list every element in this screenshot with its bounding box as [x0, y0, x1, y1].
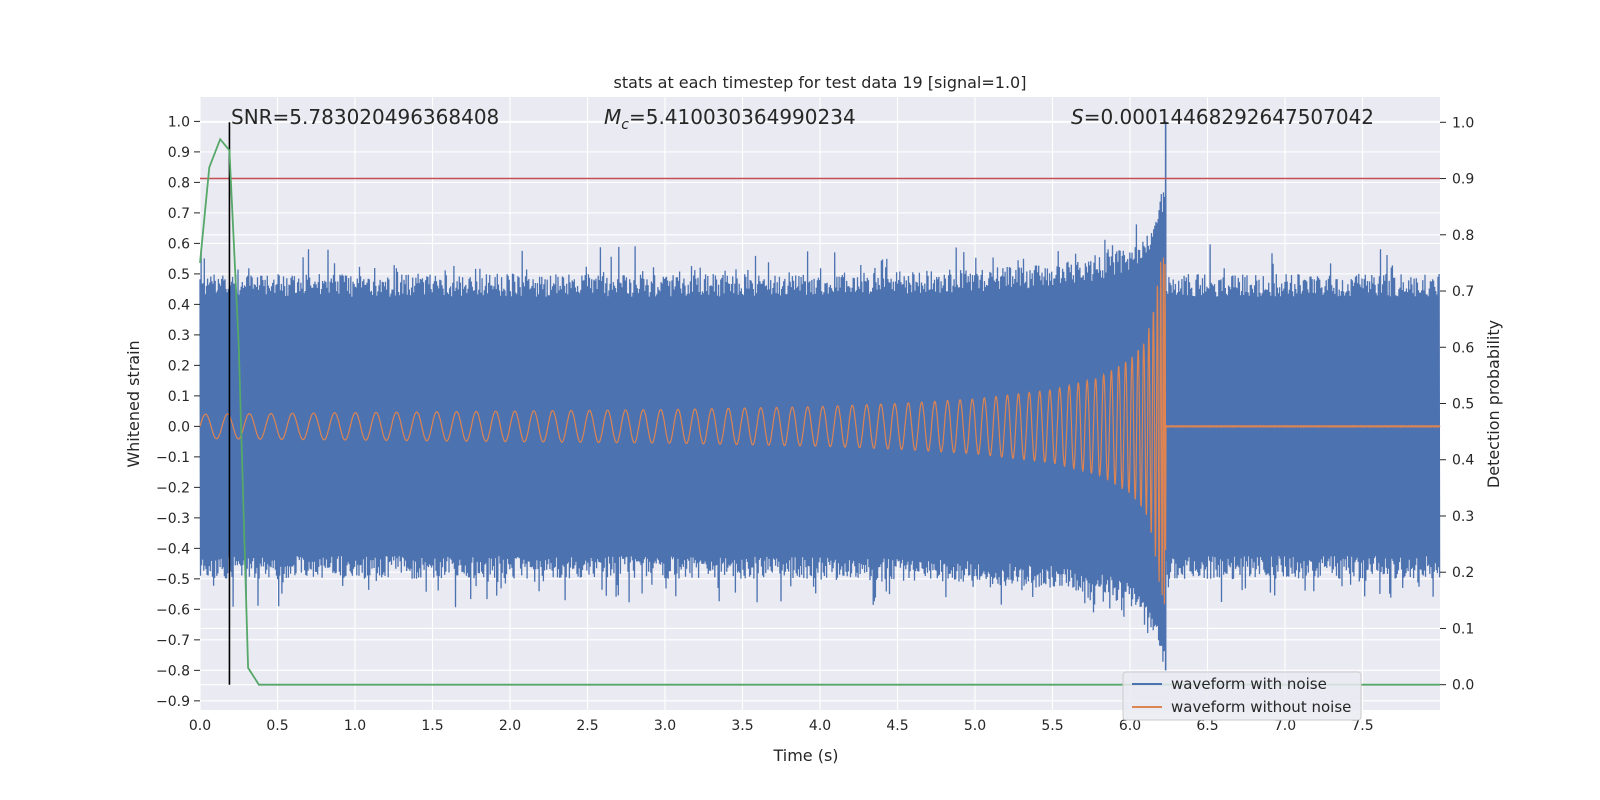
y-tick-label: 0.8 — [168, 175, 190, 191]
s-annotation: S=0.00014468292647507042 — [1071, 105, 1374, 129]
y-tick-label: −0.3 — [156, 511, 190, 527]
s-value: =0.00014468292647507042 — [1084, 105, 1374, 129]
x-tick-label: 1.5 — [421, 718, 443, 734]
y-tick-label: 0.4 — [168, 297, 190, 313]
x-tick-label: 7.5 — [1351, 718, 1373, 734]
y-tick-label: 0.7 — [168, 206, 190, 222]
x-tick-label: 0.0 — [189, 718, 211, 734]
y2-tick-label: 0.7 — [1452, 284, 1474, 300]
x-tick-label: 3.5 — [731, 718, 753, 734]
y2-tick-label: 0.2 — [1452, 565, 1474, 581]
y-tick-label: 0.5 — [168, 267, 190, 283]
series-detection-probability — [199, 137, 1440, 686]
legend-label-waveform-with-noise: waveform with noise — [1171, 675, 1327, 693]
snr-annotation: SNR=5.783020496368408 — [231, 105, 499, 129]
mc-subscript: c — [621, 117, 629, 133]
x-tick-label: 0.5 — [266, 718, 288, 734]
mc-value: =5.410030364990234 — [629, 105, 856, 129]
y-tick-label: −0.2 — [156, 480, 190, 496]
x-tick-label: 5.5 — [1041, 718, 1063, 734]
y-tick-label: 0.0 — [168, 419, 190, 435]
y-tick-label: 0.3 — [168, 328, 190, 344]
y-tick-label: 0.9 — [168, 145, 190, 161]
mc-annotation: Mc=5.410030364990234 — [604, 105, 856, 133]
x-tick-label: 7.0 — [1274, 718, 1296, 734]
y-tick-label: −0.8 — [156, 663, 190, 679]
x-tick-label: 6.5 — [1196, 718, 1218, 734]
legend-box — [1122, 671, 1362, 721]
legend: waveform with noise waveform without noi… — [1122, 671, 1362, 721]
y2-tick-label: 0.4 — [1452, 453, 1474, 469]
y-tick-label: −0.7 — [156, 633, 190, 649]
x-tick-label: 4.5 — [886, 718, 908, 734]
x-axis-label: Time (s) — [772, 746, 838, 765]
y-tick-label: −0.6 — [156, 602, 190, 618]
y-tick-label: 0.1 — [168, 389, 190, 405]
mc-symbol: M — [604, 105, 621, 129]
legend-label-waveform-without-noise: waveform without noise — [1171, 698, 1351, 716]
x-tick-label: 1.0 — [344, 718, 366, 734]
x-tick-label: 4.0 — [809, 718, 831, 734]
y-tick-label: 0.6 — [168, 236, 190, 252]
y2-tick-label: 0.0 — [1452, 678, 1474, 694]
y-tick-label: −0.5 — [156, 572, 190, 588]
y2-axis-label: Detection probability — [1484, 320, 1503, 488]
y2-tick-label: 0.3 — [1452, 509, 1474, 525]
x-tick-label: 2.0 — [499, 718, 521, 734]
s-symbol: S — [1071, 105, 1084, 129]
chart-title: stats at each timestep for test data 19 … — [614, 73, 1027, 92]
y2-tick-label: 0.6 — [1452, 340, 1474, 356]
plot-content — [199, 121, 1441, 686]
y2-tick-label: 0.9 — [1452, 172, 1474, 188]
series-waveform-without-noise — [199, 257, 1441, 605]
y2-tick-label: 0.5 — [1452, 397, 1474, 413]
x-tick-label: 5.0 — [964, 718, 986, 734]
y-tick-label: 1.0 — [168, 114, 190, 130]
y-tick-label: 0.2 — [168, 358, 190, 374]
x-tick-label: 2.5 — [576, 718, 598, 734]
y2-tick-label: 0.1 — [1452, 621, 1474, 637]
x-tick-label: 6.0 — [1119, 718, 1141, 734]
y-tick-label: −0.9 — [156, 694, 190, 710]
y-tick-label: −0.4 — [156, 541, 190, 557]
y-axis-label: Whitened strain — [124, 340, 143, 467]
x-tick-label: 3.0 — [654, 718, 676, 734]
y2-tick-label: 0.8 — [1452, 228, 1474, 244]
y-tick-label: −0.1 — [156, 450, 190, 466]
axis-ticks: 0.0 0.5 1.0 1.5 2.0 2.5 3.0 3.5 4.0 4.5 5.0 5.5 6.0 6… — [156, 114, 1474, 734]
y2-tick-label: 1.0 — [1452, 115, 1474, 131]
